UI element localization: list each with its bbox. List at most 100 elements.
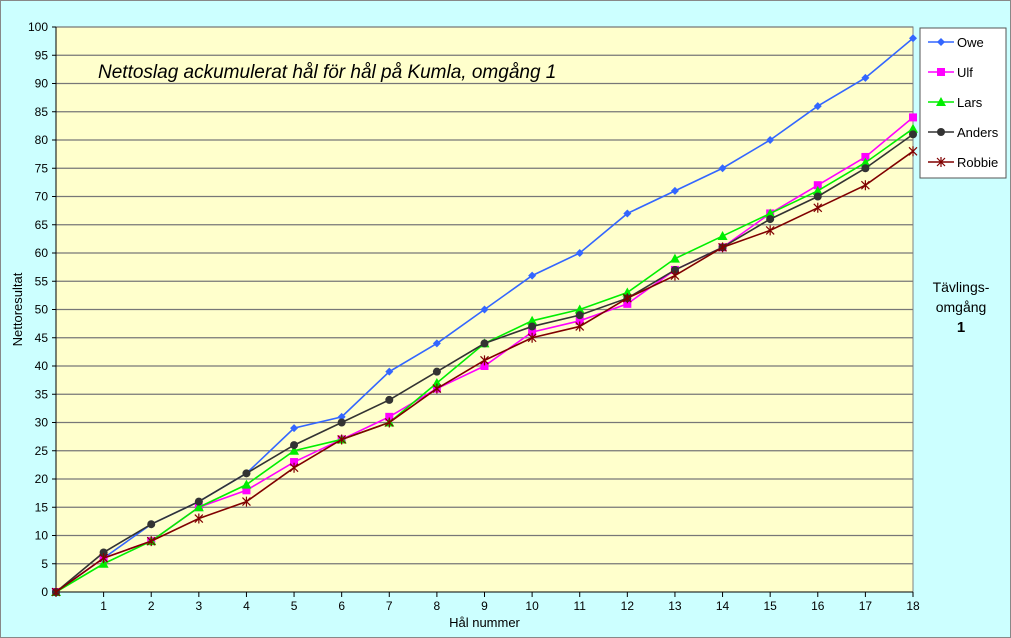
legend-box [919, 27, 1007, 179]
data-point [575, 321, 585, 332]
data-point [480, 355, 489, 366]
data-point [99, 553, 109, 564]
legend-item: Anders [928, 125, 999, 140]
y-axis-label: Nettoresultat [10, 272, 25, 346]
data-point [337, 434, 347, 445]
data-point [937, 128, 945, 136]
data-point [718, 242, 727, 253]
data-point [574, 304, 585, 314]
y-tick-label: 85 [35, 105, 49, 119]
x-tick-label: 8 [434, 599, 441, 613]
data-point [670, 186, 679, 195]
data-point [861, 164, 870, 173]
data-point [623, 209, 632, 218]
data-point [527, 315, 538, 325]
legend-item: Lars [928, 95, 983, 110]
data-point [241, 479, 252, 489]
data-point [670, 270, 680, 281]
data-point [432, 339, 441, 348]
y-tick-label: 5 [41, 557, 48, 571]
x-tick-label: 13 [668, 599, 682, 613]
chart-title: Nettoslag ackumulerat hål för hål på Kum… [98, 62, 556, 83]
data-point [289, 462, 299, 473]
x-tick-label: 11 [573, 599, 586, 613]
data-point [766, 136, 775, 144]
data-point [813, 181, 822, 190]
x-tick-label: 18 [906, 599, 920, 613]
y-tick-label: 55 [35, 274, 49, 288]
data-point [242, 496, 251, 507]
legend-label: Ulf [957, 65, 973, 80]
y-tick-label: 100 [28, 20, 48, 34]
data-point [98, 558, 109, 568]
data-point [575, 316, 584, 325]
y-tick-label: 80 [35, 133, 49, 147]
legend-item: Owe [928, 35, 984, 50]
data-point [670, 265, 679, 274]
x-tick-label: 15 [763, 599, 777, 613]
data-point [766, 215, 775, 224]
y-tick-label: 40 [35, 359, 49, 373]
x-axis-label: Hål nummer [449, 615, 520, 630]
data-point [937, 38, 945, 46]
data-point [384, 417, 394, 428]
data-point [289, 445, 300, 455]
x-tick-label: 17 [859, 599, 873, 613]
data-point [194, 497, 203, 506]
legend-item: Ulf [928, 65, 973, 80]
series-anders [52, 130, 917, 596]
y-tick-label: 30 [35, 416, 49, 430]
data-point [480, 305, 489, 314]
data-point [813, 102, 822, 111]
data-point [527, 332, 537, 343]
y-tick-label: 95 [35, 48, 49, 62]
legend-label: Anders [957, 125, 999, 140]
y-tick-label: 75 [35, 161, 49, 175]
data-point [290, 458, 299, 467]
data-point [813, 192, 822, 201]
data-point [480, 339, 489, 348]
x-tick-label: 5 [291, 599, 298, 613]
data-point [909, 130, 917, 139]
data-point [385, 395, 394, 404]
data-point [528, 322, 537, 331]
x-tick-label: 6 [338, 599, 345, 613]
data-point [669, 253, 680, 263]
data-point [385, 412, 394, 421]
data-point [147, 520, 156, 529]
y-tick-label: 65 [35, 218, 49, 232]
data-point [432, 383, 442, 394]
data-point [936, 97, 946, 106]
legend-item: Robbie [928, 155, 998, 170]
data-point [813, 202, 823, 213]
x-tick-label: 16 [811, 599, 825, 613]
data-point [718, 164, 727, 173]
data-point [908, 146, 918, 157]
x-tick-label: 3 [195, 599, 202, 613]
data-point [622, 293, 632, 304]
data-point [337, 412, 346, 421]
data-point [622, 287, 633, 297]
data-point [194, 513, 204, 524]
y-tick-label: 20 [35, 472, 49, 486]
data-point [242, 486, 251, 495]
data-point [575, 311, 584, 320]
legend-label: Robbie [957, 155, 998, 170]
data-point [146, 536, 156, 547]
y-tick-label: 50 [35, 303, 49, 317]
round-note-line1: Tävlings- [932, 279, 990, 295]
y-tick-label: 90 [35, 77, 49, 91]
y-tick-label: 70 [35, 190, 49, 204]
y-tick-label: 45 [35, 331, 49, 345]
x-tick-label: 7 [386, 599, 393, 613]
x-tick-label: 4 [243, 599, 250, 613]
data-point [431, 377, 442, 387]
x-tick-label: 9 [481, 599, 488, 613]
data-point [290, 441, 299, 450]
y-tick-label: 60 [35, 246, 49, 260]
data-point [861, 73, 870, 82]
data-point [909, 113, 917, 122]
legend-label: Lars [957, 95, 983, 110]
